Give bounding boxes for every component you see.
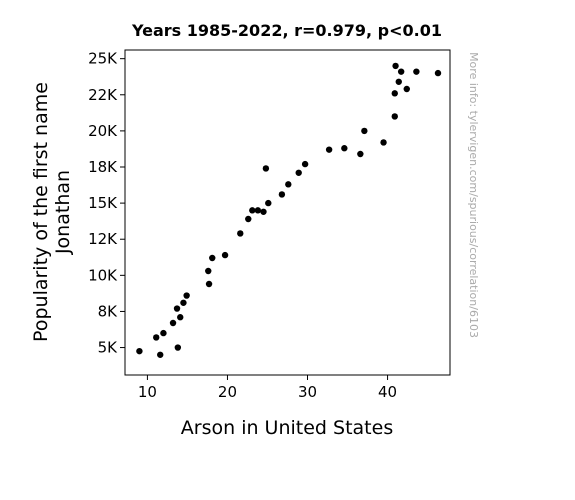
data-point — [285, 181, 292, 188]
data-point — [392, 62, 399, 70]
data-point — [380, 139, 387, 146]
x-axis-label: Arson in United States — [181, 417, 393, 439]
data-point — [183, 292, 190, 299]
x-tick-label: 30 — [298, 383, 317, 401]
data-point — [245, 215, 252, 223]
data-point — [403, 85, 410, 93]
y-tick-label: 18K — [88, 158, 118, 176]
data-point — [265, 199, 272, 207]
data-point — [397, 68, 405, 75]
x-tick-label: 10 — [138, 383, 157, 401]
data-point — [153, 334, 160, 341]
data-points — [136, 62, 442, 358]
data-point — [237, 230, 244, 237]
data-point — [209, 254, 216, 262]
data-point — [278, 191, 286, 198]
source-watermark: More info: tylervigen.com/spurious/corre… — [467, 52, 480, 338]
data-point — [157, 351, 164, 358]
data-point — [180, 299, 187, 306]
data-point — [325, 146, 333, 153]
data-point — [136, 347, 143, 355]
y-tick-label: 5K — [98, 339, 119, 357]
data-point — [205, 280, 213, 288]
y-axis-label-line1: Popularity of the first name — [30, 82, 52, 342]
data-point — [173, 305, 181, 312]
data-point — [177, 314, 184, 321]
y-tick-label: 20K — [88, 122, 118, 140]
y-axis-ticks: 5K 8K 10K 12K 15K 18K 20K 22K 25K — [88, 50, 125, 357]
data-point — [301, 160, 309, 168]
plot-area-frame — [124, 49, 451, 376]
data-point — [357, 150, 364, 158]
data-point — [434, 69, 442, 77]
y-axis-label-line2: Jonathan — [52, 170, 74, 255]
y-tick-label: 25K — [88, 50, 118, 68]
data-point — [254, 207, 262, 214]
data-point — [205, 267, 212, 275]
data-point — [391, 113, 398, 120]
y-tick-label: 8K — [98, 302, 119, 320]
y-tick-label: 12K — [88, 230, 118, 248]
data-point — [160, 329, 167, 337]
data-point — [262, 165, 270, 172]
x-tick-label: 20 — [218, 383, 237, 401]
data-point — [174, 344, 182, 351]
data-point — [169, 319, 177, 327]
data-point — [295, 169, 302, 176]
x-tick-label: 40 — [378, 383, 397, 401]
y-tick-label: 22K — [88, 86, 118, 104]
data-point — [391, 90, 398, 97]
x-axis-ticks: 10 20 30 40 — [138, 375, 397, 401]
data-point — [249, 207, 256, 214]
data-point — [221, 251, 229, 259]
data-point — [413, 68, 420, 75]
data-point — [260, 208, 267, 215]
chart-title: Years 1985-2022, r=0.979, p<0.01 — [131, 21, 442, 40]
data-point — [361, 127, 368, 135]
y-tick-label: 10K — [88, 266, 118, 284]
data-point — [395, 78, 402, 85]
y-tick-label: 15K — [88, 194, 118, 212]
data-point — [341, 145, 348, 152]
